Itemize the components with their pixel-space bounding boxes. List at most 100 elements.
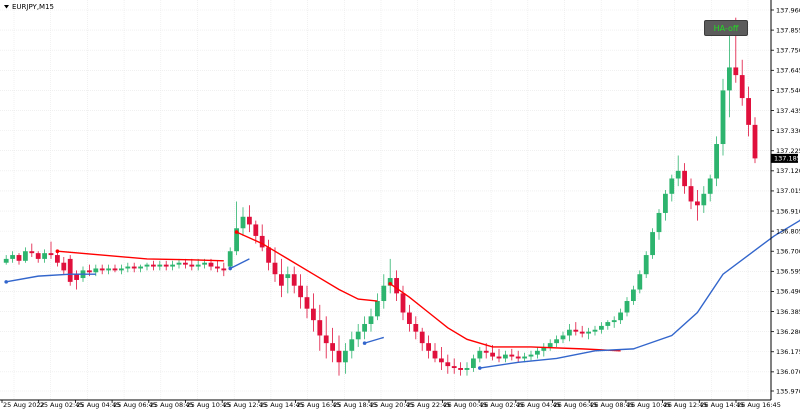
candle-body [125, 266, 131, 269]
candle-body [355, 331, 361, 340]
candle-body [42, 253, 47, 259]
candle-body [202, 262, 207, 265]
upper-band-line [389, 283, 621, 352]
candle-body [240, 216, 246, 229]
price-tick-label: 135.970 [776, 387, 800, 395]
candle-body [10, 255, 15, 259]
candle-body [381, 285, 387, 302]
time-tick-label: 25 Aug 2022 [3, 401, 45, 409]
time-tick-label: 25 Aug 14:45 [260, 401, 304, 409]
candle-body [611, 320, 617, 323]
candle-body [714, 144, 719, 179]
time-tick-label: 25 Aug 10:45 [187, 401, 231, 409]
candles [3, 17, 758, 376]
price-tick-label: 136.910 [776, 207, 800, 215]
candle-body [349, 339, 355, 351]
price-tick-label: 136.070 [776, 368, 800, 376]
lower-band-line-start-dot [478, 366, 482, 370]
candle-body [707, 178, 713, 194]
candle-body [503, 354, 508, 359]
candle-body [739, 75, 745, 99]
price-tick-label: 136.700 [776, 248, 800, 256]
candle-body [509, 354, 515, 357]
upper-band-line-start-dot [55, 249, 60, 254]
candle-body [701, 193, 707, 206]
candle-body [259, 235, 265, 248]
grid [0, 0, 771, 400]
candle-body [643, 255, 649, 275]
candle-body [285, 274, 291, 279]
candle-body [183, 262, 188, 265]
candle-body [138, 266, 143, 269]
candle-body [16, 255, 22, 261]
candle-body [471, 358, 476, 369]
candle-body [163, 264, 169, 267]
candle-body [61, 262, 67, 271]
candle-body [272, 262, 278, 275]
candle-body [599, 325, 604, 330]
time-tick-label: 26 Aug 00:45 [443, 401, 487, 409]
candle-body [733, 67, 739, 76]
candle-body [189, 264, 195, 267]
time-tick-label: 25 Aug 16:45 [297, 401, 341, 409]
candle-body [656, 212, 662, 233]
candle-body [426, 343, 431, 351]
candle-body [535, 350, 540, 355]
candle-body [579, 331, 585, 334]
upper-band-line [57, 250, 224, 262]
lower-band-line [479, 219, 800, 369]
price-tick-label: 137.855 [776, 26, 800, 34]
candle-body [336, 350, 342, 363]
candle-body [234, 228, 239, 252]
candle-body [541, 346, 547, 351]
candle-body [631, 289, 636, 302]
symbol-label: EURJPY,M15 [12, 3, 54, 11]
candle-body [67, 258, 73, 282]
candle-body [695, 201, 700, 206]
price-tick-label: 136.175 [776, 348, 800, 356]
candle-body [317, 320, 323, 336]
candle-body [3, 258, 9, 263]
time-tick-label: 25 Aug 20:45 [370, 401, 414, 409]
candle-body [304, 297, 310, 309]
candle-body [330, 343, 335, 351]
symbol-menu-icon[interactable] [4, 5, 9, 9]
time-tick-label: 25 Aug 06:45 [113, 401, 157, 409]
time-tick-label: 26 Aug 16:45 [737, 401, 781, 409]
candle-body [48, 253, 54, 256]
price-tick-label: 137.960 [776, 6, 800, 14]
candle-body [413, 323, 419, 332]
candle-body [157, 264, 163, 267]
time-tick-label: 25 Aug 18:45 [333, 401, 377, 409]
candle-body [573, 329, 579, 332]
candle-body [170, 264, 175, 267]
lower-band-line-start-dot [228, 266, 232, 271]
candle-body [323, 335, 329, 344]
price-tick-label: 136.595 [776, 268, 800, 276]
candle-body [23, 251, 28, 261]
candle-body [490, 352, 495, 357]
candle-body [407, 312, 412, 324]
candle-body [387, 278, 393, 286]
time-tick-label: 25 Aug 08:45 [150, 401, 194, 409]
price-tick-label: 137.225 [776, 147, 800, 155]
time-tick-label: 26 Aug 06:45 [554, 401, 598, 409]
candle-body [394, 278, 399, 294]
candle-body [624, 301, 630, 313]
indicator-lines [4, 219, 800, 370]
candle-body [605, 322, 611, 326]
candle-body [55, 255, 60, 263]
ha-toggle-button[interactable]: HA-off [704, 20, 748, 36]
candle-body [451, 366, 457, 369]
candle-body [343, 350, 348, 363]
candle-body [675, 170, 681, 179]
candle-body [586, 331, 591, 334]
upper-band-line-start-dot [388, 281, 393, 286]
candle-body [311, 308, 316, 321]
candle-body [215, 266, 220, 269]
candle-body [400, 293, 406, 313]
candle-body [208, 262, 214, 267]
